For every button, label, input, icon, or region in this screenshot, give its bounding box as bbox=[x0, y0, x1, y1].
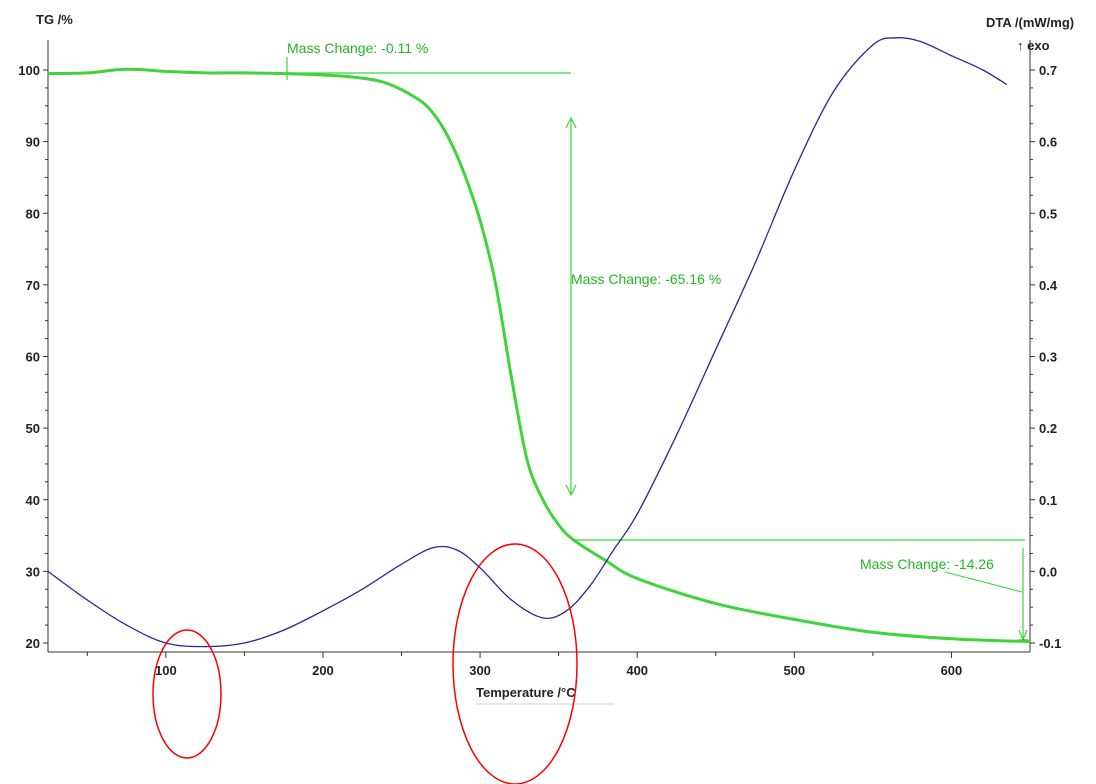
y-right-tick-label: 0.0 bbox=[1039, 564, 1057, 579]
mass-change-label-2: Mass Change: -65.16 % bbox=[571, 271, 721, 287]
dta-point bbox=[204, 646, 206, 648]
dta-point bbox=[361, 588, 363, 590]
mass-change-arrowhead-down bbox=[565, 484, 577, 497]
dta-point bbox=[47, 570, 49, 573]
dta-point bbox=[754, 262, 756, 264]
dta-point bbox=[872, 44, 874, 46]
tg-point bbox=[573, 540, 576, 542]
y-right-tick-label: 0.3 bbox=[1039, 350, 1057, 365]
tg-point bbox=[715, 603, 717, 605]
tg-point bbox=[950, 638, 953, 640]
x-tick-label: 100 bbox=[155, 663, 177, 678]
tg-point bbox=[86, 72, 88, 74]
tg-point bbox=[353, 76, 355, 78]
dta-point bbox=[86, 599, 88, 601]
y-right-tick-label: 0.6 bbox=[1039, 135, 1057, 150]
dta-point bbox=[895, 37, 898, 39]
tg-point bbox=[416, 98, 418, 100]
x-tick-label: 600 bbox=[941, 663, 963, 678]
dta-point bbox=[542, 617, 544, 619]
tg-point bbox=[448, 137, 450, 139]
tg-point bbox=[126, 68, 128, 70]
tg-point bbox=[165, 70, 167, 72]
tg-point bbox=[322, 74, 324, 76]
dta-point bbox=[243, 642, 245, 644]
dta-point bbox=[479, 567, 481, 569]
y-right-axis-subtitle: ↑ exo bbox=[1017, 38, 1050, 53]
mass-change-arrowhead-up bbox=[565, 116, 577, 129]
dta-point bbox=[432, 547, 434, 549]
tg-point bbox=[1029, 641, 1031, 643]
y-right-tick-label: -0.1 bbox=[1039, 636, 1061, 651]
dta-point bbox=[613, 549, 615, 551]
y-left-tick-label: 50 bbox=[26, 421, 40, 436]
x-tick-label: 300 bbox=[469, 663, 491, 678]
mass-change-leader-3 bbox=[944, 571, 1023, 593]
mass-change-label-1: Mass Change: -0.11 % bbox=[287, 40, 428, 56]
dta-point bbox=[950, 55, 953, 57]
y-right-tick-label: 0.1 bbox=[1039, 493, 1057, 508]
tg-point bbox=[510, 377, 513, 379]
dta-point bbox=[589, 585, 591, 587]
tg-point bbox=[479, 219, 481, 221]
tg-point bbox=[793, 618, 795, 621]
tg-point bbox=[385, 82, 387, 84]
y-left-tick-label: 60 bbox=[26, 350, 40, 365]
dta-point bbox=[675, 434, 678, 436]
tg-point bbox=[432, 112, 434, 114]
tg-point bbox=[283, 73, 285, 75]
dta-point bbox=[322, 610, 324, 612]
y-right-tick-label: 0.5 bbox=[1039, 206, 1057, 221]
tg-point bbox=[463, 173, 465, 175]
y-left-axis-title: TG /% bbox=[36, 12, 73, 27]
y-right-axis-title: DTA /(mW/mg) bbox=[986, 15, 1074, 30]
dta-point bbox=[1005, 83, 1008, 85]
highlight-ellipse-100c bbox=[152, 629, 222, 759]
dta-point bbox=[982, 69, 984, 71]
dta-point bbox=[636, 513, 638, 515]
tg-point bbox=[204, 72, 206, 74]
dta-point bbox=[455, 549, 458, 551]
y-left-tick-label: 40 bbox=[26, 493, 40, 508]
tg-point bbox=[558, 524, 560, 526]
x-tick-label: 500 bbox=[783, 663, 805, 678]
dta-point bbox=[510, 599, 513, 601]
y-left-tick-label: 70 bbox=[26, 278, 40, 293]
tg-point bbox=[243, 72, 245, 74]
tg-point bbox=[526, 459, 528, 461]
y-right-tick-label: 0.2 bbox=[1039, 421, 1057, 436]
dta-point bbox=[793, 169, 795, 171]
dta-point bbox=[283, 629, 285, 631]
tg-point bbox=[542, 499, 544, 501]
highlight-ellipse-320c bbox=[452, 543, 578, 784]
x-tick-label: 400 bbox=[626, 663, 648, 678]
tg-point bbox=[47, 73, 49, 75]
y-right-tick-label: 0.4 bbox=[1039, 278, 1058, 293]
y-left-tick-label: 90 bbox=[26, 135, 40, 150]
y-left-tick-label: 30 bbox=[26, 564, 40, 579]
y-left-tick-label: 100 bbox=[18, 63, 40, 78]
tg-point bbox=[872, 631, 874, 633]
x-tick-label: 200 bbox=[312, 663, 334, 678]
dta-point bbox=[565, 610, 568, 612]
y-left-tick-label: 80 bbox=[26, 206, 40, 221]
tg-point bbox=[636, 577, 638, 580]
dta-point bbox=[126, 624, 128, 626]
tg-point bbox=[495, 284, 497, 286]
dta-point bbox=[833, 90, 835, 93]
mass-change-label-3: Mass Change: -14.26 bbox=[860, 556, 994, 572]
y-right-tick-label: 0.7 bbox=[1039, 63, 1057, 78]
dta-point bbox=[400, 563, 403, 565]
dta-point bbox=[919, 40, 921, 43]
x-axis-title: Temperature /°C bbox=[476, 685, 576, 700]
y-left-tick-label: 20 bbox=[26, 636, 40, 651]
dta-point bbox=[715, 348, 717, 350]
